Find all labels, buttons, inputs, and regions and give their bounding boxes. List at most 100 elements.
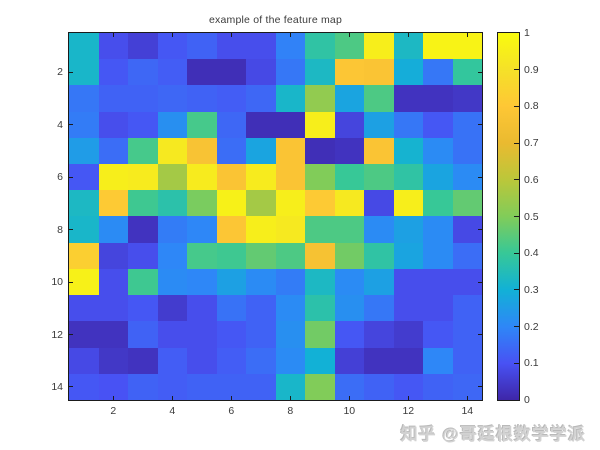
heatmap-cell	[98, 137, 128, 165]
heatmap-cell	[423, 295, 453, 322]
heatmap-cell	[216, 59, 246, 86]
heatmap-cell	[305, 216, 335, 243]
heatmap-cell	[69, 111, 99, 138]
x-tick-label: 10	[343, 405, 356, 417]
heatmap-cell	[157, 59, 187, 86]
heatmap-cell	[275, 295, 305, 322]
heatmap-cell	[305, 373, 335, 400]
heatmap-cell	[305, 242, 335, 269]
colorbar-tick-mark	[514, 252, 519, 254]
heatmap-cell	[69, 373, 99, 400]
heatmap-cell	[246, 242, 276, 269]
heatmap-cell	[275, 242, 305, 269]
heatmap-cell	[305, 59, 335, 86]
heatmap-cell	[364, 295, 394, 322]
colorbar-tick-mark	[514, 216, 519, 217]
heatmap-cell	[275, 216, 305, 243]
heatmap-cell	[98, 59, 128, 86]
heatmap-cell	[157, 295, 187, 322]
heatmap-cell	[393, 321, 423, 348]
watermark-text: 知乎 @哥廷根数学学派	[400, 425, 586, 444]
heatmap-cell	[364, 190, 394, 217]
heatmap-cell	[157, 347, 187, 374]
heatmap-cell	[69, 347, 99, 374]
heatmap-cell	[305, 295, 335, 322]
heatmap-cell	[216, 268, 246, 296]
heatmap-cell	[69, 190, 99, 217]
heatmap-cell	[187, 347, 217, 374]
heatmap-cell	[157, 190, 187, 217]
heatmap-cell	[334, 373, 364, 400]
heatmap-cell	[157, 33, 187, 60]
y-tick-label: 6	[57, 171, 63, 184]
heatmap-cell	[187, 33, 217, 60]
heatmap-cell	[423, 321, 453, 348]
heatmap-cell	[452, 59, 482, 86]
heatmap-cell	[364, 373, 394, 400]
heatmap-cell	[187, 216, 217, 243]
heatmap-cell	[275, 85, 305, 112]
heatmap-cell	[246, 295, 276, 322]
heatmap-cell	[334, 33, 364, 60]
heatmap-cell	[157, 242, 187, 269]
x-tick-label: 8	[287, 405, 294, 417]
heatmap-cell	[275, 111, 305, 138]
colorbar-tick-mark	[514, 69, 519, 71]
heatmap-cell	[364, 347, 394, 374]
heatmap-cell	[128, 347, 158, 374]
heatmap-cell	[98, 347, 128, 374]
heatmap-cell	[275, 33, 305, 60]
heatmap-cell	[187, 268, 217, 296]
heatmap-cell	[128, 373, 158, 400]
heatmap-cell	[98, 295, 128, 322]
heatmap-cell	[393, 347, 423, 374]
x-tick-label: 12	[402, 405, 415, 417]
heatmap-cell	[128, 137, 158, 165]
x-tick-label: 2	[110, 405, 117, 417]
y-tick-label: 4	[57, 118, 63, 131]
y-tick-label: 14	[51, 380, 63, 393]
heatmap-cell	[452, 347, 482, 374]
heatmap-cell	[128, 216, 158, 243]
heatmap-cell	[452, 164, 482, 191]
heatmap-cell	[98, 242, 128, 269]
colorbar-tick-label: 0.3	[524, 283, 539, 296]
heatmap-cell	[128, 321, 158, 348]
colorbar-tick-mark	[514, 142, 519, 144]
heatmap-cell	[128, 164, 158, 191]
heatmap-cell	[69, 85, 99, 112]
colorbar-tick-mark	[514, 105, 519, 107]
heatmap-cell	[98, 164, 128, 191]
heatmap-cell	[334, 268, 364, 296]
heatmap-cell	[128, 242, 158, 269]
heatmap-cell	[393, 268, 423, 296]
heatmap-cell	[69, 242, 99, 269]
heatmap-cell	[423, 164, 453, 191]
heatmap-cell	[423, 111, 453, 138]
heatmap-cell	[157, 137, 187, 165]
heatmap-cell	[423, 85, 453, 112]
heatmap-cell	[393, 137, 423, 165]
heatmap-grid	[69, 33, 482, 400]
heatmap-cell	[187, 85, 217, 112]
heatmap-cell	[334, 347, 364, 374]
colorbar-tick-label: 0.1	[524, 357, 539, 370]
heatmap-cell	[275, 347, 305, 374]
heatmap-cell	[364, 321, 394, 348]
heatmap-cell	[423, 33, 453, 60]
heatmap-cell	[305, 111, 335, 138]
heatmap-cell	[334, 295, 364, 322]
heatmap-cell	[69, 321, 99, 348]
heatmap-cell	[69, 295, 99, 322]
heatmap-cell	[393, 164, 423, 191]
heatmap-cell	[364, 85, 394, 112]
heatmap-cell	[98, 85, 128, 112]
heatmap-cell	[334, 59, 364, 86]
colorbar-tick-label: 0.2	[524, 320, 539, 333]
heatmap-cell	[393, 190, 423, 217]
heatmap-cell	[452, 33, 482, 60]
heatmap-cell	[246, 216, 276, 243]
heatmap-cell	[246, 33, 276, 60]
heatmap-cell	[275, 373, 305, 400]
heatmap-cell	[216, 164, 246, 191]
